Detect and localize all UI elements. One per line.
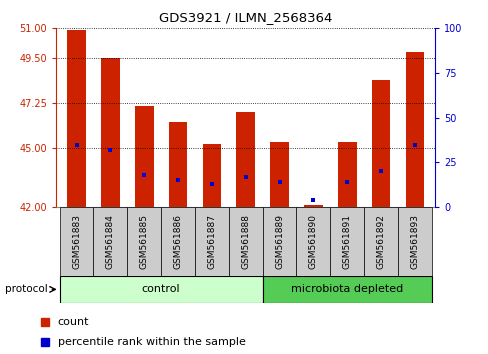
Text: control: control bbox=[142, 284, 180, 295]
Bar bbox=[93, 207, 127, 276]
Bar bbox=[337, 142, 356, 207]
Bar bbox=[405, 52, 424, 207]
Text: microbiota depleted: microbiota depleted bbox=[290, 284, 403, 295]
Bar bbox=[161, 207, 195, 276]
Text: GSM561892: GSM561892 bbox=[376, 214, 385, 269]
Bar bbox=[270, 142, 288, 207]
Text: GSM561887: GSM561887 bbox=[207, 214, 216, 269]
Text: GSM561884: GSM561884 bbox=[106, 214, 115, 269]
Bar bbox=[228, 207, 262, 276]
Bar bbox=[60, 276, 262, 303]
Bar bbox=[168, 122, 187, 207]
Bar bbox=[127, 207, 161, 276]
Text: GSM561883: GSM561883 bbox=[72, 214, 81, 269]
Bar bbox=[60, 207, 93, 276]
Bar bbox=[135, 106, 153, 207]
Text: GSM561888: GSM561888 bbox=[241, 214, 250, 269]
Text: GSM561891: GSM561891 bbox=[342, 214, 351, 269]
Bar bbox=[364, 207, 397, 276]
Bar bbox=[262, 276, 431, 303]
Text: GSM561885: GSM561885 bbox=[140, 214, 148, 269]
Text: GSM561893: GSM561893 bbox=[409, 214, 419, 269]
Text: GSM561889: GSM561889 bbox=[274, 214, 284, 269]
Text: percentile rank within the sample: percentile rank within the sample bbox=[58, 337, 245, 347]
Bar bbox=[329, 207, 364, 276]
Text: GSM561890: GSM561890 bbox=[308, 214, 317, 269]
Bar bbox=[67, 30, 86, 207]
Bar bbox=[296, 207, 329, 276]
Title: GDS3921 / ILMN_2568364: GDS3921 / ILMN_2568364 bbox=[159, 11, 332, 24]
Bar bbox=[202, 143, 221, 207]
Bar bbox=[304, 205, 322, 207]
Bar bbox=[101, 58, 120, 207]
Bar bbox=[371, 80, 389, 207]
Bar bbox=[236, 112, 255, 207]
Bar bbox=[195, 207, 228, 276]
Text: GSM561886: GSM561886 bbox=[173, 214, 182, 269]
Bar bbox=[397, 207, 431, 276]
Text: protocol: protocol bbox=[5, 284, 47, 295]
Text: count: count bbox=[58, 318, 89, 327]
Bar bbox=[262, 207, 296, 276]
